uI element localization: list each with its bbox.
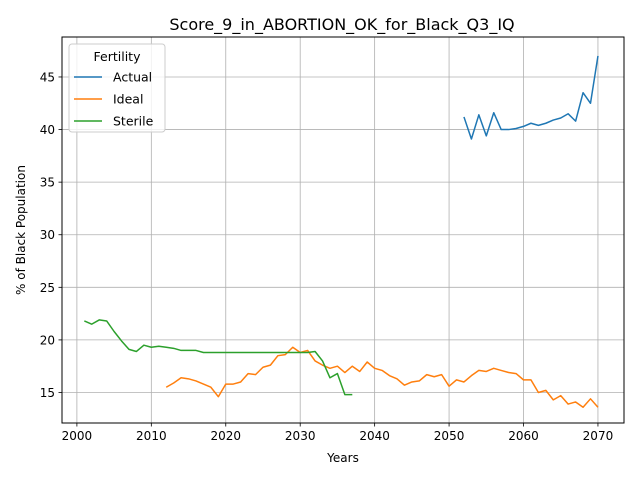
y-tick-label: 35	[40, 176, 55, 190]
legend-label-sterile: Sterile	[113, 114, 154, 129]
y-tick-label: 25	[40, 281, 55, 295]
x-tick-label: 2040	[359, 429, 390, 443]
y-tick-label: 45	[40, 70, 55, 84]
y-axis-ticks: 15 20 25 30 35 40 45	[40, 70, 62, 400]
x-tick-label: 2020	[210, 429, 241, 443]
chart-title: Score_9_in_ABORTION_OK_for_Black_Q3_IQ	[169, 15, 514, 35]
legend-box	[68, 43, 166, 133]
y-tick-label: 15	[40, 386, 55, 400]
plot-frame	[61, 36, 625, 424]
x-tick-label: 2000	[62, 429, 93, 443]
x-tick-label: 2070	[583, 429, 614, 443]
series-line-sterile	[84, 319, 353, 396]
series-line-ideal	[165, 346, 599, 408]
legend-entries: Actual Ideal Sterile	[74, 70, 154, 129]
y-tick-label: 30	[40, 228, 55, 242]
x-tick-label: 2060	[508, 429, 539, 443]
grid	[62, 37, 624, 423]
legend-label-actual: Actual	[113, 70, 152, 85]
series-line-actual	[463, 55, 599, 140]
legend-label-ideal: Ideal	[113, 92, 143, 107]
y-tick-label: 20	[40, 333, 55, 347]
x-axis-label: Years	[326, 451, 359, 465]
y-tick-label: 40	[40, 123, 55, 137]
x-tick-label: 2010	[136, 429, 167, 443]
legend: Fertility Actual Ideal Sterile	[68, 43, 166, 133]
x-axis-ticks: 2000 2010 2020 2030 2040 2050 2060 2070	[62, 423, 614, 443]
x-tick-label: 2050	[434, 429, 465, 443]
x-tick-label: 2030	[285, 429, 316, 443]
series-layer	[84, 55, 599, 408]
legend-title: Fertility	[94, 49, 142, 64]
y-axis-label: % of Black Population	[14, 165, 28, 295]
